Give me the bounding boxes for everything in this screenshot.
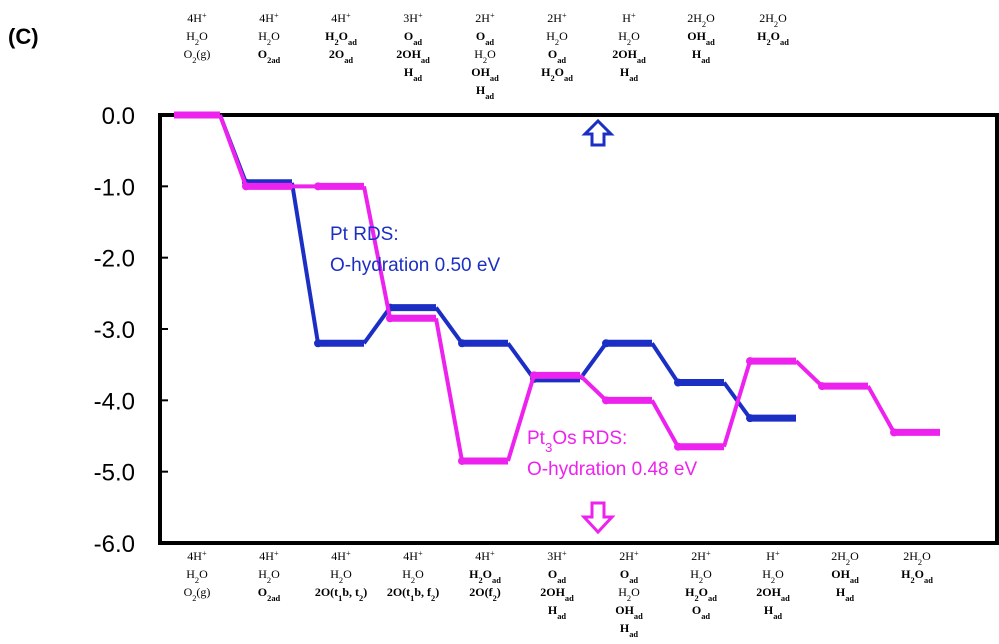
y-tick-label: -1.0 (94, 174, 135, 201)
state-label: 2H+ (691, 549, 711, 564)
state-label: 2H+ (547, 11, 567, 26)
state-label: 2O(t1b, f2) (387, 585, 439, 603)
connector (580, 375, 606, 400)
state-label: H2O (186, 567, 208, 585)
state-label: 4H+ (331, 11, 351, 26)
state-label: H+ (766, 549, 780, 564)
connector (364, 186, 390, 318)
state-label: H2Oad (685, 585, 717, 603)
state-label: H2O (690, 567, 712, 585)
state-label: Oad (620, 567, 639, 585)
state-label: H2O (618, 585, 640, 603)
state-label: O2(g) (184, 47, 211, 65)
state-label: 4H+ (259, 549, 279, 564)
state-label: Had (548, 603, 567, 621)
state-label: 2H+ (475, 11, 495, 26)
state-label: H+ (622, 11, 636, 26)
connector (220, 115, 246, 186)
connector (868, 386, 894, 432)
state-label: Had (620, 621, 639, 639)
y-tick-label: -2.0 (94, 246, 135, 273)
state-label: H2O (330, 567, 352, 585)
state-label: H2O (618, 29, 640, 47)
state-label: 2OHad (540, 585, 574, 603)
state-label: OHad (615, 603, 643, 621)
state-label: H2Oad (757, 29, 789, 47)
state-label: Had (620, 65, 639, 83)
state-label: O2ad (258, 47, 281, 65)
state-label: 2H+ (619, 549, 639, 564)
state-label: 2Oad (329, 47, 354, 65)
state-label: OHad (831, 567, 859, 585)
state-label: H2O (258, 29, 280, 47)
state-label: O2ad (258, 585, 281, 603)
state-label: H2O (258, 567, 280, 585)
state-label: 2H2O (687, 11, 715, 29)
connector (796, 361, 822, 386)
panel-label: (C) (8, 24, 39, 49)
state-label: H2O (186, 29, 208, 47)
connector (652, 343, 678, 382)
connector (508, 343, 534, 379)
annotation: O-hydration 0.48 eV (527, 459, 697, 480)
state-label: 2OHad (756, 585, 790, 603)
state-label: Oad (476, 29, 495, 47)
state-label: OHad (687, 29, 715, 47)
state-label: H2Oad (325, 29, 357, 47)
annotation: Pt RDS: (330, 224, 399, 245)
state-label: Had (764, 603, 783, 621)
y-tick-label: -3.0 (94, 317, 135, 344)
y-tick-label: -5.0 (94, 460, 135, 487)
state-label: H2Oad (469, 567, 501, 585)
up-arrow (585, 121, 611, 145)
state-label: 4H+ (331, 549, 351, 564)
state-label: 2OHad (396, 47, 430, 65)
state-label: 4H+ (259, 11, 279, 26)
state-label: H2O (474, 47, 496, 65)
state-label: H2O (402, 567, 424, 585)
state-label: 4H+ (403, 549, 423, 564)
annotation: O-hydration 0.50 eV (330, 255, 500, 276)
connector (652, 400, 678, 446)
state-label: Oad (548, 567, 567, 585)
state-label: Oad (548, 47, 567, 65)
y-tick-label: -4.0 (94, 388, 135, 415)
state-label: 2OHad (612, 47, 646, 65)
state-label: Had (836, 585, 855, 603)
state-label: 3H+ (403, 11, 423, 26)
state-label: OHad (471, 65, 499, 83)
y-tick-label: -6.0 (94, 531, 135, 558)
chart: (C) 0.0-1.0-2.0-3.0-4.0-5.0-6.04H+H2OO2(… (0, 0, 999, 644)
annotation: Pt3Os RDS: (527, 428, 627, 455)
state-label: 4H+ (187, 549, 207, 564)
state-label: 4H+ (475, 549, 495, 564)
connector (724, 361, 750, 447)
state-label: H2Oad (901, 567, 933, 585)
state-label: Had (404, 65, 423, 83)
state-label: Oad (692, 603, 711, 621)
state-label: 2H2O (759, 11, 787, 29)
state-label: H2Oad (541, 65, 573, 83)
state-label: 2O(t1b, t2) (315, 585, 367, 603)
state-label: O2(g) (184, 585, 211, 603)
connector (364, 308, 390, 344)
state-label: 2H2O (903, 549, 931, 567)
state-label: H2O (762, 567, 784, 585)
down-arrow (584, 503, 612, 532)
state-label: 2H2O (831, 549, 859, 567)
state-label: Oad (404, 29, 423, 47)
y-tick-label: 0.0 (102, 103, 135, 130)
state-label: 3H+ (547, 549, 567, 564)
state-label: Had (692, 47, 711, 65)
connector (292, 183, 318, 344)
connector (580, 343, 606, 379)
state-label: 2O(f2) (469, 585, 501, 603)
state-label: H2O (546, 29, 568, 47)
state-label: Had (476, 83, 495, 101)
state-label: 4H+ (187, 11, 207, 26)
